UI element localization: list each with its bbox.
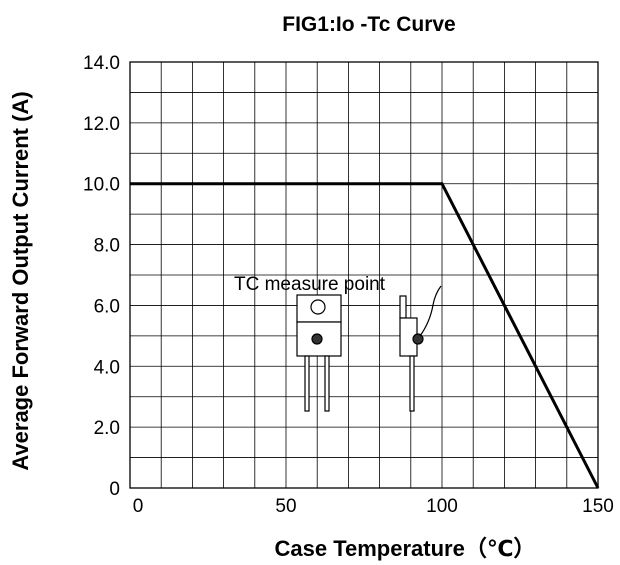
y-tick-label: 12.0 — [83, 114, 120, 135]
series-line — [130, 182, 600, 489]
x-tick-label: 100 — [426, 496, 458, 517]
x-tick-labels: 0 50 100 150 — [133, 496, 614, 517]
annotation-leader-line — [419, 285, 442, 337]
mounting-hole-icon — [310, 299, 326, 315]
y-tick-label: 14.0 — [83, 53, 120, 74]
measure-point-side-icon — [412, 333, 424, 345]
package-front-view — [296, 294, 342, 412]
plot-frame — [129, 61, 599, 489]
chart-title: FIG1:Io -Tc Curve — [282, 13, 455, 36]
y-tick-label: 10.0 — [83, 175, 120, 196]
y-tick-label: 2.0 — [94, 418, 120, 439]
y-tick-label: 0 — [109, 479, 120, 500]
x-tick-label: 50 — [275, 496, 296, 517]
x-tick-label: 150 — [582, 496, 614, 517]
measure-point-front-icon — [311, 333, 323, 345]
x-tick-label: 0 — [133, 496, 144, 517]
y-axis-label: Average Forward Output Current (A) — [8, 91, 33, 470]
x-axis-label: Case Temperature（℃） — [275, 536, 536, 561]
annotation-tc-measure-point: TC measure point — [234, 274, 386, 295]
y-tick-label: 6.0 — [94, 296, 120, 317]
package-side-view — [399, 295, 424, 412]
y-tick-labels: 0 2.0 4.0 6.0 8.0 10.0 12.0 14.0 — [83, 53, 120, 500]
y-tick-label: 8.0 — [94, 236, 120, 257]
y-tick-label: 4.0 — [94, 357, 120, 378]
package-illustration — [296, 285, 442, 412]
